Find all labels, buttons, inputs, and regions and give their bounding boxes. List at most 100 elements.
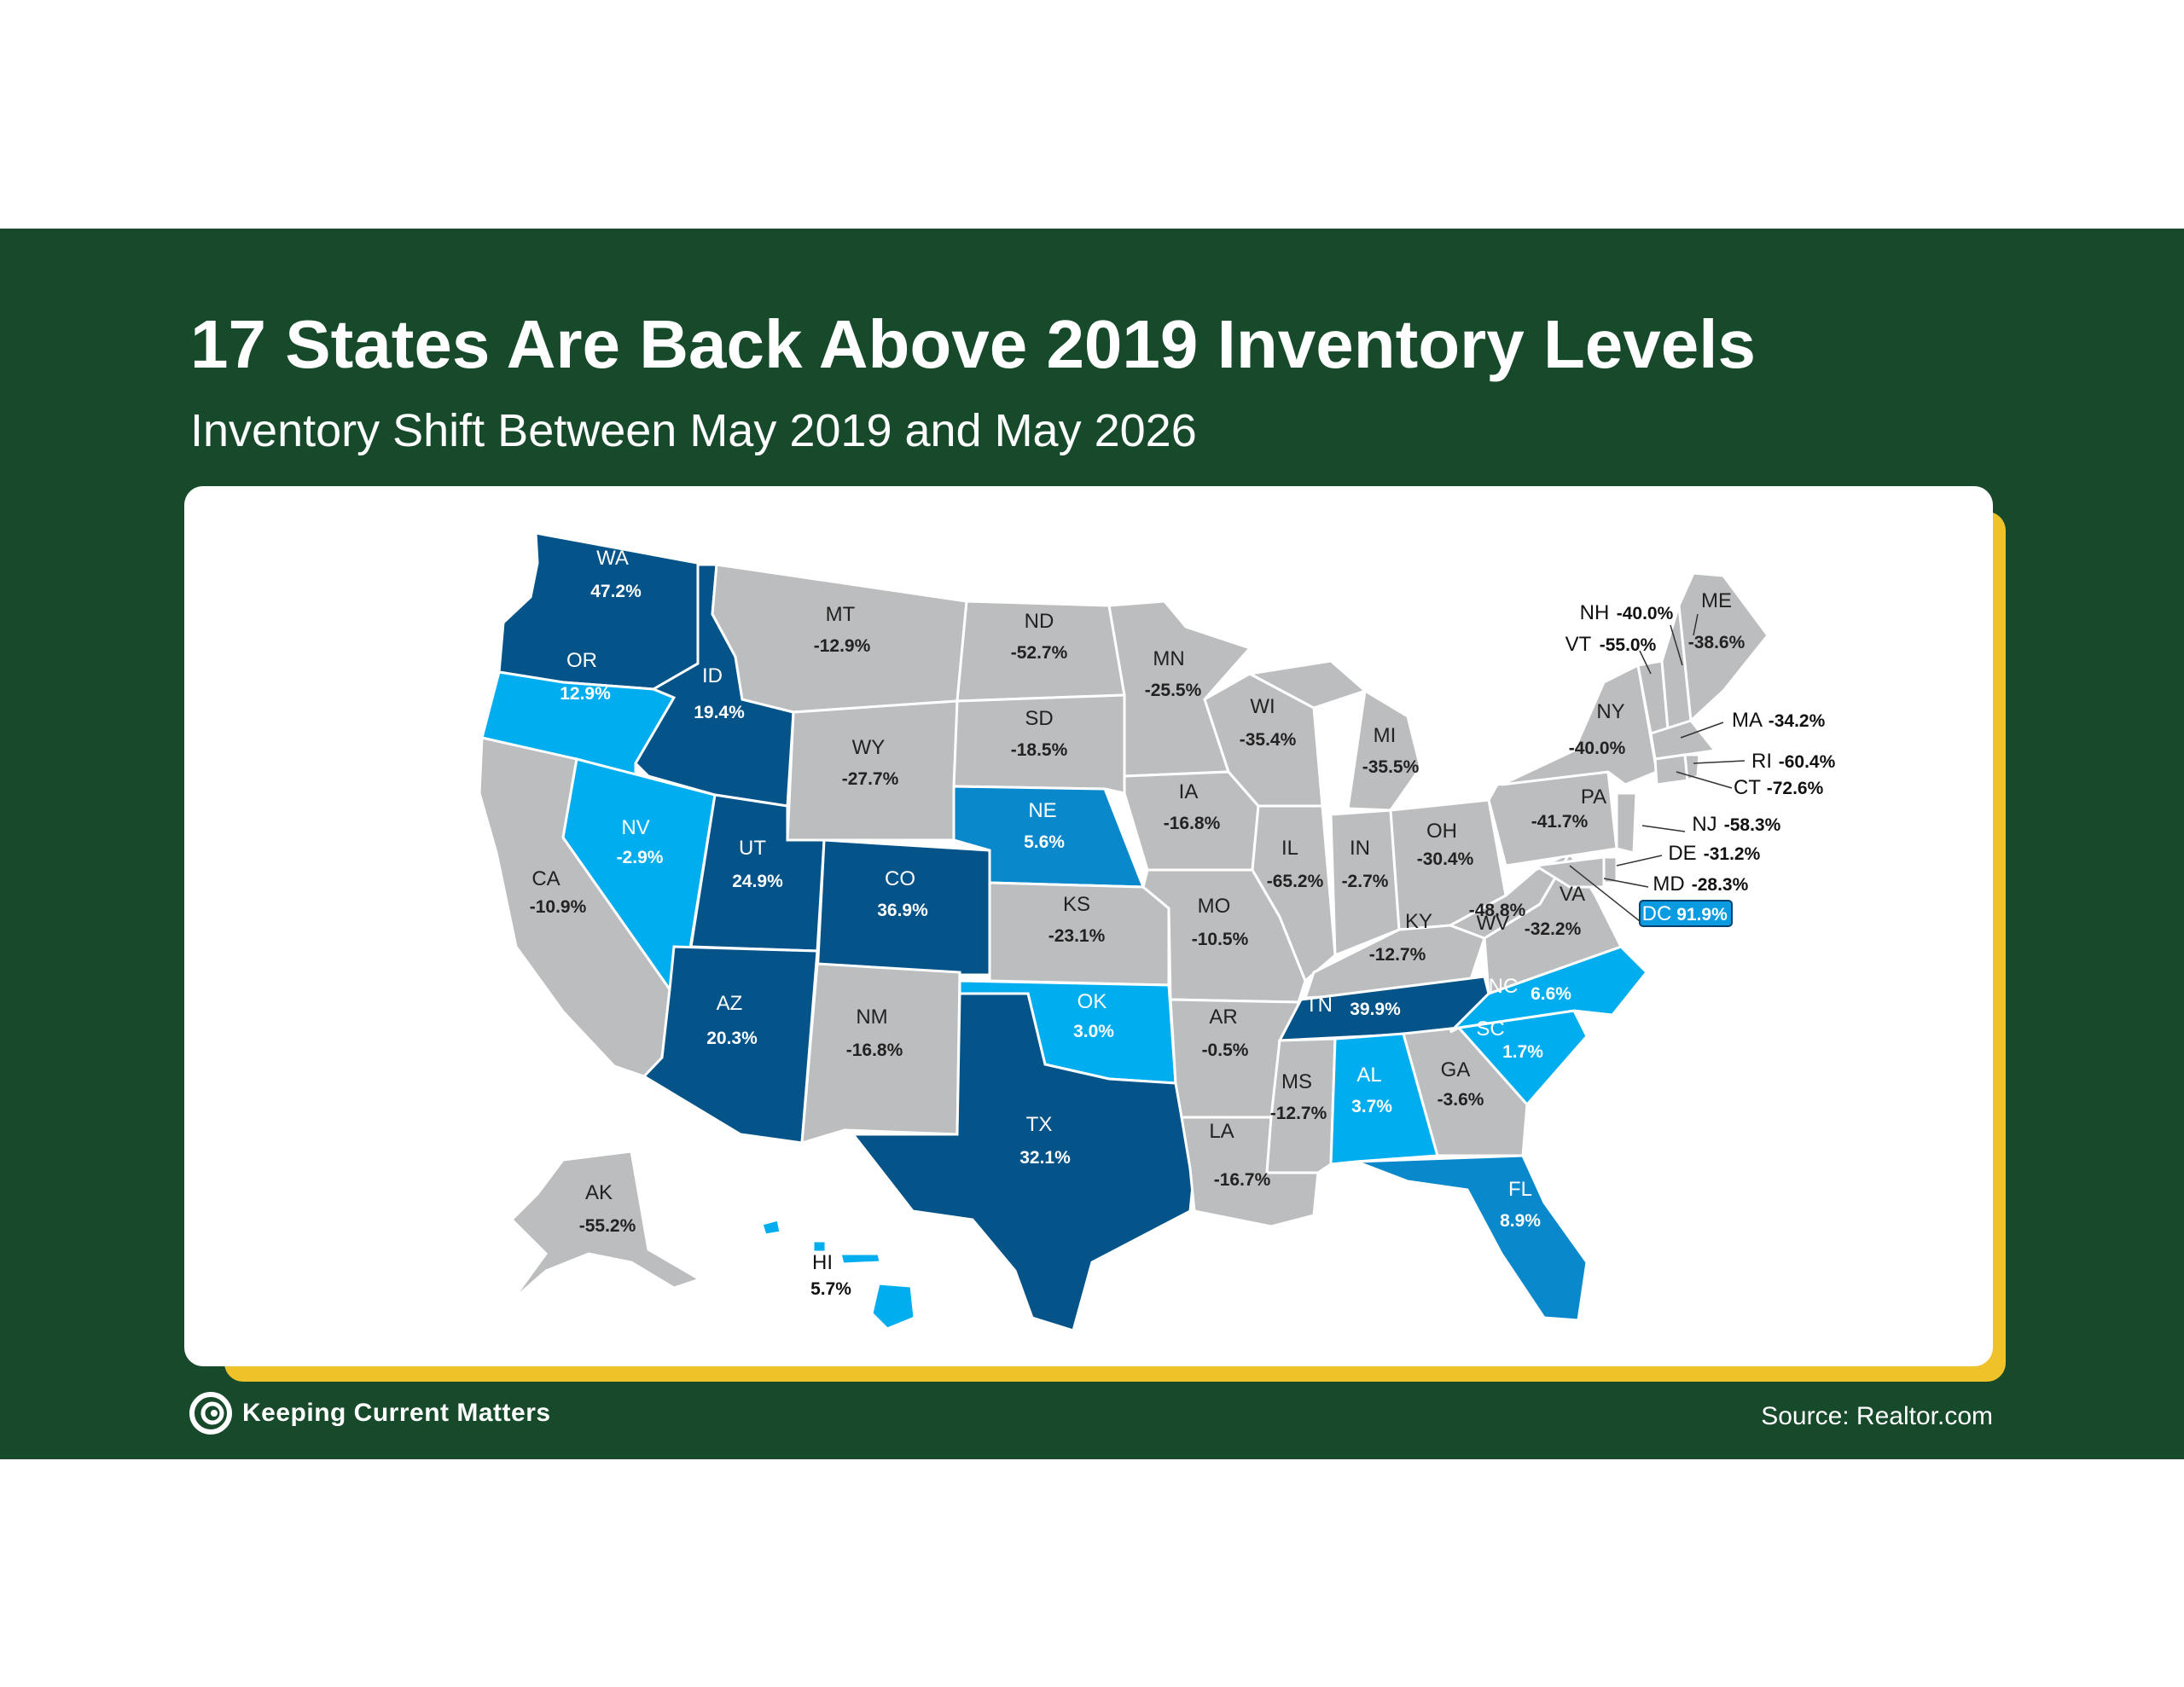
label-ak-code: AK xyxy=(585,1181,613,1204)
label-in-value: -2.7% xyxy=(1342,872,1389,891)
label-vt-code: VT xyxy=(1565,633,1592,656)
label-sc-value: 1.7% xyxy=(1502,1042,1543,1062)
state-fl xyxy=(1356,1154,1589,1322)
label-la-code: LA xyxy=(1209,1120,1234,1143)
label-nc-value: 6.6% xyxy=(1531,984,1571,1004)
label-md-code: MD xyxy=(1653,872,1684,896)
state-ri xyxy=(1683,753,1701,783)
leader-de xyxy=(1616,855,1663,867)
state-pa xyxy=(1487,770,1618,867)
label-oh-code: OH xyxy=(1426,820,1457,843)
label-az-value: 20.3% xyxy=(706,1029,758,1048)
label-ar-value: -0.5% xyxy=(1202,1041,1249,1060)
label-ne-value: 5.6% xyxy=(1024,832,1065,852)
leader-nj xyxy=(1641,825,1686,832)
page-subtitle: Inventory Shift Between May 2019 and May… xyxy=(190,405,1197,456)
label-ne-code: NE xyxy=(1028,799,1056,822)
label-nh-value: -40.0% xyxy=(1617,604,1674,623)
label-ar-code: AR xyxy=(1209,1006,1237,1029)
label-ia-value: -16.8% xyxy=(1164,814,1221,833)
state-nm xyxy=(800,962,961,1145)
state-ny xyxy=(1501,663,1658,786)
dc-callout-box xyxy=(1639,900,1733,927)
state-hi-1 xyxy=(760,1218,782,1237)
label-ca-code: CA xyxy=(531,867,560,890)
label-me-code: ME xyxy=(1701,589,1732,612)
label-wv-code: WV xyxy=(1477,912,1510,935)
label-va-value: -32.2% xyxy=(1525,919,1582,939)
brand-name: Keeping Current Matters xyxy=(242,1399,551,1427)
state-ma xyxy=(1649,719,1717,761)
label-me-value: -38.6% xyxy=(1688,633,1745,652)
swirl-logo-icon xyxy=(189,1392,232,1435)
label-ks-code: KS xyxy=(1063,893,1090,916)
label-tn-value: 39.9% xyxy=(1350,1000,1401,1019)
label-or-code: OR xyxy=(566,649,597,672)
label-vt-value: -55.0% xyxy=(1600,635,1657,655)
state-mi-up xyxy=(1246,659,1368,710)
leader-dc xyxy=(1569,865,1641,922)
label-mt-code: MT xyxy=(826,603,856,626)
label-dc-code: DC xyxy=(1642,902,1672,925)
label-wi-code: WI xyxy=(1250,695,1275,718)
label-la-value: -16.7% xyxy=(1214,1170,1271,1190)
label-nd-value: -52.7% xyxy=(1011,643,1068,663)
label-dc-value: 91.9% xyxy=(1676,905,1728,925)
label-ms-code: MS xyxy=(1281,1070,1312,1093)
label-ny-value: -40.0% xyxy=(1569,739,1626,758)
label-al-code: AL xyxy=(1356,1064,1381,1087)
state-hi-4 xyxy=(870,1282,916,1330)
label-ma-code: MA xyxy=(1732,709,1763,732)
label-wa-value: 47.2% xyxy=(590,582,642,601)
leader-md xyxy=(1603,878,1649,888)
label-hi-code: HI xyxy=(812,1251,833,1274)
label-de-code: DE xyxy=(1668,842,1696,865)
state-hi-3 xyxy=(839,1252,882,1266)
brand-logo: Keeping Current Matters xyxy=(189,1392,551,1435)
label-wy-value: -27.7% xyxy=(842,769,899,789)
label-ia-code: IA xyxy=(1179,780,1199,803)
label-ri-code: RI xyxy=(1751,750,1772,773)
label-ut-code: UT xyxy=(739,837,766,860)
label-wy-code: WY xyxy=(852,736,886,759)
label-ms-value: -12.7% xyxy=(1270,1104,1327,1123)
label-nh-code: NH xyxy=(1580,601,1610,624)
label-nj-value: -58.3% xyxy=(1724,815,1781,835)
label-ri-value: -60.4% xyxy=(1779,752,1836,772)
label-ut-value: 24.9% xyxy=(732,872,783,891)
label-ks-value: -23.1% xyxy=(1048,926,1106,946)
label-va-code: VA xyxy=(1560,883,1585,906)
state-ct xyxy=(1653,753,1689,786)
label-co-value: 36.9% xyxy=(877,901,928,920)
label-az-code: AZ xyxy=(717,992,743,1015)
state-il xyxy=(1251,804,1337,983)
label-nv-code: NV xyxy=(621,816,649,839)
label-ny-code: NY xyxy=(1596,700,1624,723)
leader-me xyxy=(1693,613,1699,636)
label-ky-code: KY xyxy=(1405,910,1432,933)
label-nm-value: -16.8% xyxy=(846,1041,903,1060)
label-mo-code: MO xyxy=(1198,895,1231,918)
label-ga-code: GA xyxy=(1441,1058,1471,1081)
label-mn-value: -25.5% xyxy=(1145,681,1202,700)
label-oh-value: -30.4% xyxy=(1417,849,1474,869)
state-ga xyxy=(1402,1026,1529,1157)
label-al-value: 3.7% xyxy=(1351,1097,1392,1116)
state-ak xyxy=(509,1150,703,1302)
leader-ct xyxy=(1676,771,1733,789)
state-nj xyxy=(1615,791,1638,855)
label-mi-code: MI xyxy=(1374,724,1397,747)
label-tx-code: TX xyxy=(1026,1113,1053,1136)
label-mt-value: -12.9% xyxy=(814,636,871,656)
state-mi xyxy=(1346,688,1422,812)
label-wv-value: -48.8% xyxy=(1469,901,1526,920)
leader-ri xyxy=(1693,760,1745,764)
label-hi-value: 5.7% xyxy=(810,1279,851,1299)
label-ok-value: 3.0% xyxy=(1073,1022,1114,1041)
label-wi-value: -35.4% xyxy=(1240,730,1297,750)
label-ca-value: -10.9% xyxy=(530,897,587,917)
label-ak-value: -55.2% xyxy=(579,1216,636,1236)
label-ky-value: -12.7% xyxy=(1369,945,1426,965)
state-sd xyxy=(952,693,1126,795)
